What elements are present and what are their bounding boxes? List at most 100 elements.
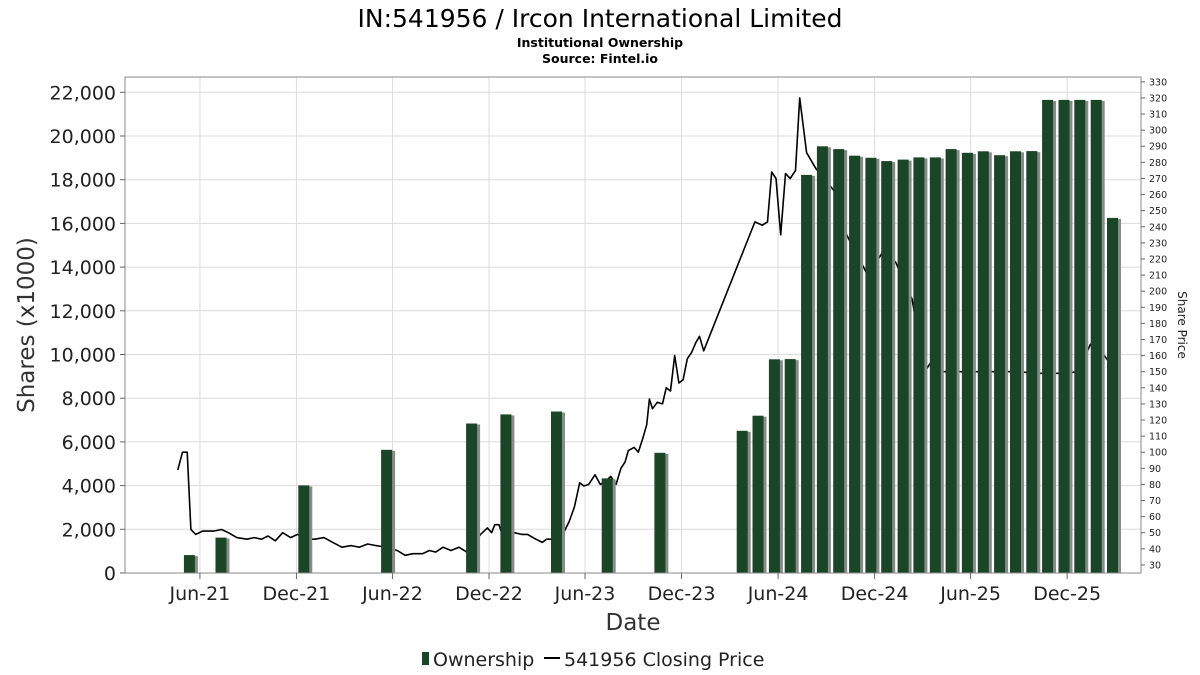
left-tick-label: 12,000 — [50, 301, 116, 323]
right-tick-label: 260 — [1149, 190, 1167, 201]
x-tick-label: Jun-25 — [939, 583, 1001, 605]
ownership-bar — [654, 452, 666, 573]
right-tick-label: 140 — [1149, 383, 1167, 394]
ownership-bar — [913, 157, 925, 573]
right-tick-label: 230 — [1149, 238, 1167, 249]
left-tick-label: 22,000 — [50, 82, 116, 104]
y2-axis-label: Share Price — [1175, 291, 1189, 359]
right-tick-label: 100 — [1149, 448, 1167, 459]
right-tick-label: 90 — [1149, 464, 1161, 475]
x-tick-label: Jun-21 — [169, 583, 231, 605]
x-tick-label: Jun-24 — [747, 583, 809, 605]
ownership-bar — [833, 149, 845, 573]
ownership-bar — [298, 485, 310, 573]
legend: Ownership 541956 Closing Price — [422, 649, 764, 671]
right-tick-label: 150 — [1149, 367, 1167, 378]
ownership-bar — [752, 415, 764, 573]
x-tick-label: Jun-22 — [361, 583, 423, 605]
ownership-bar — [466, 423, 478, 573]
ownership-bar — [816, 146, 828, 574]
right-tick-label: 60 — [1149, 512, 1161, 523]
legend-swatch-ownership — [422, 652, 429, 665]
ownership-bar — [801, 174, 813, 573]
right-tick-label: 290 — [1149, 142, 1167, 153]
ownership-bar — [897, 159, 909, 573]
right-tick-label: 160 — [1149, 351, 1167, 362]
ownership-bar — [1090, 99, 1102, 574]
right-tick-label: 250 — [1149, 206, 1167, 217]
ownership-bar — [929, 157, 941, 573]
x-axis: Jun-21 Dec-21 Jun-22 Dec-22 Jun-23 Dec-23 Jun-… — [169, 573, 1101, 605]
ownership-bar — [1058, 99, 1070, 574]
right-tick-label: 320 — [1149, 93, 1167, 104]
left-tick-label: 6,000 — [62, 432, 116, 454]
ownership-bar — [1074, 99, 1086, 574]
right-tick-label: 280 — [1149, 158, 1167, 169]
ownership-bar — [849, 155, 861, 573]
left-axis: 0 2,000 4,000 6,000 8,000 10,000 12,000 14,000 1… — [50, 82, 125, 585]
ownership-bar — [1010, 151, 1021, 574]
right-tick-label: 50 — [1149, 528, 1161, 539]
chart-subtitle-ownership: Institutional Ownership — [517, 35, 683, 50]
ownership-bar — [215, 537, 227, 573]
right-tick-label: 240 — [1149, 222, 1167, 233]
right-tick-label: 220 — [1149, 254, 1167, 265]
right-tick-label: 110 — [1149, 432, 1167, 443]
ownership-bar — [865, 157, 877, 574]
ownership-bar — [961, 152, 973, 574]
ownership-bar — [768, 359, 780, 573]
left-tick-label: 20,000 — [50, 126, 116, 148]
ownership-bar — [1026, 151, 1038, 573]
left-tick-label: 0 — [104, 563, 116, 585]
left-tick-label: 16,000 — [50, 213, 116, 235]
ownership-bar — [551, 411, 562, 573]
right-tick-label: 120 — [1149, 416, 1167, 427]
right-tick-label: 190 — [1149, 303, 1167, 314]
plot-frame — [124, 76, 1142, 574]
left-tick-label: 4,000 — [62, 476, 116, 498]
price-line — [177, 97, 1111, 557]
legend-label-price: 541956 Closing Price — [564, 649, 764, 671]
right-tick-label: 130 — [1149, 399, 1167, 410]
chart-subtitle-source: Source: Fintel.io — [542, 51, 658, 66]
right-tick-label: 310 — [1149, 110, 1167, 121]
x-tick-label: Dec-25 — [1033, 583, 1101, 605]
ownership-bar — [183, 555, 195, 573]
x-axis-label: Date — [606, 610, 661, 636]
x-tick-label: Dec-22 — [455, 583, 523, 605]
right-tick-label: 80 — [1149, 480, 1161, 491]
legend-label-ownership: Ownership — [433, 649, 534, 671]
left-tick-label: 8,000 — [62, 388, 116, 410]
ownership-bar — [736, 430, 748, 573]
right-tick-label: 40 — [1149, 544, 1161, 555]
right-tick-label: 170 — [1149, 335, 1167, 346]
ownership-bar — [977, 151, 989, 574]
chart-title: IN:541956 / Ircon International Limited — [358, 4, 843, 33]
ownership-bar — [994, 155, 1006, 573]
ownership-bars — [183, 99, 1121, 574]
ownership-bar — [1042, 99, 1054, 574]
right-tick-label: 300 — [1149, 126, 1167, 137]
ownership-bar — [500, 414, 512, 573]
left-tick-label: 2,000 — [62, 519, 116, 541]
right-tick-label: 70 — [1149, 496, 1161, 507]
y-axis-label: Shares (x1000) — [14, 237, 40, 413]
right-tick-label: 200 — [1149, 287, 1167, 298]
right-tick-label: 270 — [1149, 174, 1167, 185]
ownership-bar — [601, 478, 613, 573]
x-tick-label: Dec-21 — [263, 583, 331, 605]
x-tick-label: Dec-24 — [841, 583, 909, 605]
right-tick-label: 30 — [1149, 560, 1161, 571]
ownership-bar — [881, 161, 893, 573]
x-tick-label: Dec-23 — [648, 583, 716, 605]
ownership-bar — [1107, 217, 1118, 573]
ownership-bar — [784, 359, 796, 573]
left-tick-label: 18,000 — [50, 170, 116, 192]
left-tick-label: 14,000 — [50, 257, 116, 279]
right-tick-label: 180 — [1149, 319, 1167, 330]
x-tick-label: Jun-23 — [554, 583, 616, 605]
left-tick-label: 10,000 — [50, 344, 116, 366]
right-axis: 30 40 50 60 70 80 90 100 110 120 130 140 150 160 170 18… — [1141, 77, 1167, 571]
ownership-bar — [945, 149, 957, 573]
